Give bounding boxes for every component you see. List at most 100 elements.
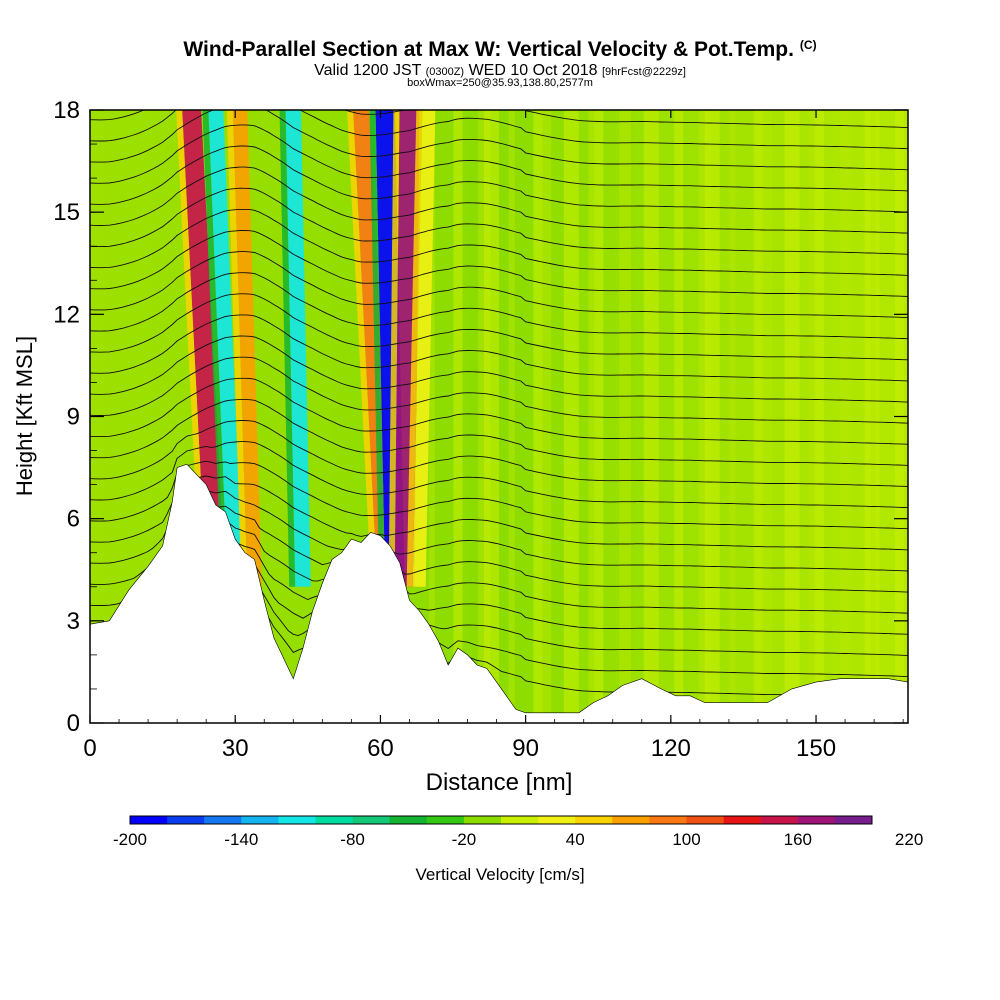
velocity-band-edge (347, 110, 378, 587)
colorbar-swatch (686, 816, 725, 824)
field-streak (754, 110, 764, 723)
field-streak (704, 110, 720, 723)
field-streak (649, 110, 656, 723)
field-streak (483, 110, 499, 723)
isentrope-line (90, 293, 908, 361)
velocity-band (412, 110, 436, 587)
velocity-band-edge (388, 110, 400, 587)
y-tick-label: 6 (67, 506, 80, 533)
colorbar-tick-label: -200 (113, 830, 147, 849)
colorbar-swatch (130, 816, 168, 824)
velocity-band (232, 110, 262, 587)
isentrope-line (90, 230, 908, 297)
isentrope-line (90, 110, 908, 129)
isentrope-line (90, 377, 908, 445)
valid-time-line: Valid 1200 JST (0300Z) WED 10 Oct 2018 [… (0, 62, 1000, 80)
field-streak (428, 110, 435, 723)
colorbar-frame (129, 815, 873, 825)
x-tick-label: 0 (83, 735, 96, 762)
field-streak (839, 110, 852, 723)
axes: 0 30 60 90 120 150 0 3 6 9 12 15 18 (53, 97, 908, 762)
field-streak (508, 110, 515, 723)
isentrope-line (90, 124, 908, 192)
colorbar-swatch (352, 816, 391, 824)
plot-area (90, 19, 908, 723)
x-tick-label: 30 (222, 735, 249, 762)
isentrope-line (90, 19, 908, 85)
chart-title: Wind-Parallel Section at Max W: Vertical… (0, 38, 1000, 62)
colorbar-swatch (315, 816, 354, 824)
y-axis-label: Height [Kft MSL] (12, 336, 37, 496)
velocity-band (208, 110, 243, 587)
colorbar-swatch (426, 816, 465, 824)
valid-prefix: Valid 1200 JST (314, 62, 422, 79)
isentrope-line (90, 490, 908, 572)
colorbar-swatch (278, 816, 316, 824)
colorbar-tick-label: 40 (566, 830, 585, 849)
velocity-band-edge (176, 110, 207, 587)
isentrope-line (90, 335, 908, 403)
colorbar-tick-label: -20 (452, 830, 477, 849)
valid-date: WED 10 Oct 2018 (468, 62, 598, 79)
isentrope-line (90, 110, 908, 150)
colorbar-swatch (538, 816, 576, 824)
box-info: boxWmax=250@35.93,138.80,2577m (407, 77, 593, 89)
isentrope-line (90, 356, 908, 424)
isentrope-line (90, 187, 908, 255)
isentrope-line (90, 40, 908, 106)
field-streak (533, 110, 543, 723)
isentrope-line (90, 475, 908, 551)
colorbar-swatch (241, 816, 279, 824)
colorbar-tick-label: 100 (672, 830, 700, 849)
colorbar-swatch (649, 816, 687, 824)
x-tick-label: 120 (651, 735, 691, 762)
x-tick-label: 90 (512, 735, 539, 762)
colorbar: -200 -140 -80 -20 40 100 160 220 (113, 815, 923, 849)
velocity-band-edge (406, 110, 423, 587)
isentrope-line (90, 460, 908, 530)
velocity-band-edge (202, 110, 228, 587)
isentrope-line (90, 251, 908, 319)
colorbar-swatch (167, 816, 205, 824)
velocity-band-edge (369, 110, 386, 587)
isentrope-line (90, 272, 908, 340)
field-streak (594, 110, 604, 723)
y-tick-label: 9 (67, 404, 80, 431)
colorbar-tick-label: -140 (224, 830, 258, 849)
y-tick-label: 12 (53, 301, 80, 328)
colorbar-swatch (612, 816, 650, 824)
colorbar-tick-label: 220 (895, 830, 923, 849)
colorbar-tick-label: -80 (340, 830, 365, 849)
field-streak (539, 110, 552, 723)
colorbar-swatch (760, 816, 799, 824)
isentrope-line (90, 208, 908, 276)
x-axis-label: Distance [nm] (426, 769, 573, 796)
colorbar-swatch (834, 816, 873, 824)
chart-title-text: Wind-Parallel Section at Max W: Vertical… (183, 38, 794, 61)
y-tick-label: 3 (67, 608, 80, 635)
isentrope-line (90, 441, 908, 509)
velocity-band-edge (279, 110, 296, 587)
field-streak (674, 110, 684, 723)
field-streak (870, 110, 877, 723)
field-streak (619, 110, 632, 723)
velocity-band-edge (226, 110, 248, 587)
colorbar-swatch (723, 816, 762, 824)
isentrope-line (90, 166, 908, 234)
y-tick-label: 18 (53, 97, 80, 124)
copyright-mark: (C) (799, 38, 817, 52)
colorbar-swatch (463, 816, 502, 824)
isentrope-line (90, 314, 908, 382)
velocity-band (182, 110, 226, 587)
colorbar-swatch (204, 816, 242, 824)
terrain (90, 463, 908, 723)
isentrope-line (90, 505, 908, 593)
colorbar-swatch (797, 816, 836, 824)
y-tick-label: 0 (67, 710, 80, 737)
field-streak (815, 110, 825, 723)
field-streak (784, 110, 800, 723)
colorbar-swatch (389, 816, 428, 824)
isentrope-line (90, 110, 908, 171)
velocity-band (285, 110, 311, 587)
